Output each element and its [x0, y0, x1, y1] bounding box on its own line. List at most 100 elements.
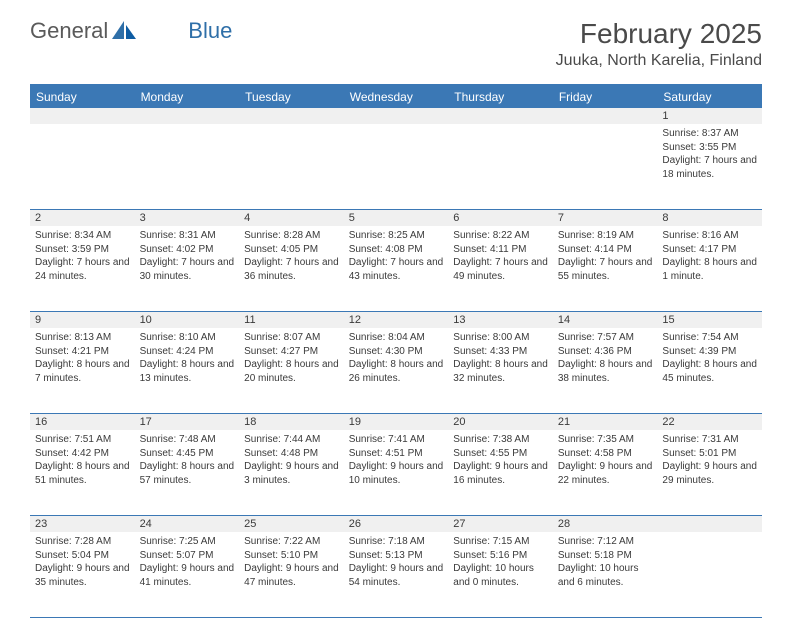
- day-header: Friday: [553, 86, 658, 108]
- day-header: Saturday: [657, 86, 762, 108]
- sunset-line: Sunset: 4:21 PM: [35, 345, 130, 359]
- day-number: 2: [30, 210, 135, 226]
- sunrise-line: Sunrise: 7:12 AM: [558, 535, 653, 549]
- day-number: 22: [657, 414, 762, 430]
- day-number: 26: [344, 516, 449, 532]
- sunrise-line: Sunrise: 8:25 AM: [349, 229, 444, 243]
- day-cell: Sunrise: 8:13 AMSunset: 4:21 PMDaylight:…: [30, 328, 135, 413]
- day-number: 23: [30, 516, 135, 532]
- sunset-line: Sunset: 4:42 PM: [35, 447, 130, 461]
- day-number: 12: [344, 312, 449, 328]
- sunrise-line: Sunrise: 7:15 AM: [453, 535, 548, 549]
- sunset-line: Sunset: 4:27 PM: [244, 345, 339, 359]
- week-row: Sunrise: 8:34 AMSunset: 3:59 PMDaylight:…: [30, 226, 762, 312]
- day-number: [553, 108, 658, 124]
- daylight-line: Daylight: 7 hours and 43 minutes.: [349, 256, 444, 283]
- daylight-line: Daylight: 9 hours and 54 minutes.: [349, 562, 444, 589]
- sunrise-line: Sunrise: 7:57 AM: [558, 331, 653, 345]
- day-cell: Sunrise: 7:41 AMSunset: 4:51 PMDaylight:…: [344, 430, 449, 515]
- daylight-line: Daylight: 8 hours and 1 minute.: [662, 256, 757, 283]
- day-cell: Sunrise: 7:28 AMSunset: 5:04 PMDaylight:…: [30, 532, 135, 617]
- sunrise-line: Sunrise: 8:28 AM: [244, 229, 339, 243]
- sunrise-line: Sunrise: 8:00 AM: [453, 331, 548, 345]
- sunset-line: Sunset: 4:02 PM: [140, 243, 235, 257]
- sunrise-line: Sunrise: 7:38 AM: [453, 433, 548, 447]
- calendar: SundayMondayTuesdayWednesdayThursdayFrid…: [30, 84, 762, 618]
- weeks-container: 1Sunrise: 8:37 AMSunset: 3:55 PMDaylight…: [30, 108, 762, 618]
- daylight-line: Daylight: 9 hours and 35 minutes.: [35, 562, 130, 589]
- sunset-line: Sunset: 4:51 PM: [349, 447, 444, 461]
- daylight-line: Daylight: 8 hours and 45 minutes.: [662, 358, 757, 385]
- day-number: [344, 108, 449, 124]
- day-cell: Sunrise: 7:48 AMSunset: 4:45 PMDaylight:…: [135, 430, 240, 515]
- day-cell: Sunrise: 7:38 AMSunset: 4:55 PMDaylight:…: [448, 430, 553, 515]
- sunset-line: Sunset: 4:39 PM: [662, 345, 757, 359]
- sunrise-line: Sunrise: 7:51 AM: [35, 433, 130, 447]
- day-number: 20: [448, 414, 553, 430]
- day-cell: Sunrise: 8:28 AMSunset: 4:05 PMDaylight:…: [239, 226, 344, 311]
- sunset-line: Sunset: 4:08 PM: [349, 243, 444, 257]
- sunset-line: Sunset: 4:11 PM: [453, 243, 548, 257]
- daylight-line: Daylight: 8 hours and 13 minutes.: [140, 358, 235, 385]
- header: General Blue February 2025 Juuka, North …: [0, 0, 792, 78]
- day-cell: Sunrise: 8:25 AMSunset: 4:08 PMDaylight:…: [344, 226, 449, 311]
- day-header: Sunday: [30, 86, 135, 108]
- daylight-line: Daylight: 7 hours and 55 minutes.: [558, 256, 653, 283]
- day-number: 13: [448, 312, 553, 328]
- day-cell: Sunrise: 7:54 AMSunset: 4:39 PMDaylight:…: [657, 328, 762, 413]
- sunset-line: Sunset: 4:55 PM: [453, 447, 548, 461]
- logo-text-2: Blue: [188, 18, 232, 44]
- day-cell: Sunrise: 7:31 AMSunset: 5:01 PMDaylight:…: [657, 430, 762, 515]
- sunset-line: Sunset: 5:13 PM: [349, 549, 444, 563]
- sunset-line: Sunset: 4:58 PM: [558, 447, 653, 461]
- day-number: 25: [239, 516, 344, 532]
- day-number: 11: [239, 312, 344, 328]
- day-cell: [344, 124, 449, 209]
- daylight-line: Daylight: 8 hours and 32 minutes.: [453, 358, 548, 385]
- sunrise-line: Sunrise: 7:22 AM: [244, 535, 339, 549]
- sunrise-line: Sunrise: 8:19 AM: [558, 229, 653, 243]
- sunset-line: Sunset: 4:48 PM: [244, 447, 339, 461]
- day-number: 16: [30, 414, 135, 430]
- sunset-line: Sunset: 4:14 PM: [558, 243, 653, 257]
- daylight-line: Daylight: 8 hours and 51 minutes.: [35, 460, 130, 487]
- daylight-line: Daylight: 9 hours and 16 minutes.: [453, 460, 548, 487]
- sunrise-line: Sunrise: 8:16 AM: [662, 229, 757, 243]
- daylight-line: Daylight: 8 hours and 26 minutes.: [349, 358, 444, 385]
- day-number: [448, 108, 553, 124]
- day-number: 18: [239, 414, 344, 430]
- daylight-line: Daylight: 8 hours and 7 minutes.: [35, 358, 130, 385]
- day-number: 21: [553, 414, 658, 430]
- day-number: [239, 108, 344, 124]
- day-number: 1: [657, 108, 762, 124]
- daylight-line: Daylight: 9 hours and 41 minutes.: [140, 562, 235, 589]
- day-number-strip: 232425262728: [30, 516, 762, 532]
- day-number-strip: 9101112131415: [30, 312, 762, 328]
- sunrise-line: Sunrise: 8:37 AM: [662, 127, 757, 141]
- sunrise-line: Sunrise: 8:07 AM: [244, 331, 339, 345]
- day-number: 19: [344, 414, 449, 430]
- day-cell: Sunrise: 8:22 AMSunset: 4:11 PMDaylight:…: [448, 226, 553, 311]
- day-number-strip: 16171819202122: [30, 414, 762, 430]
- day-header: Tuesday: [239, 86, 344, 108]
- sunset-line: Sunset: 4:05 PM: [244, 243, 339, 257]
- week-row: Sunrise: 7:51 AMSunset: 4:42 PMDaylight:…: [30, 430, 762, 516]
- sunrise-line: Sunrise: 7:44 AM: [244, 433, 339, 447]
- day-number: 10: [135, 312, 240, 328]
- sunset-line: Sunset: 5:01 PM: [662, 447, 757, 461]
- daylight-line: Daylight: 9 hours and 29 minutes.: [662, 460, 757, 487]
- sunrise-line: Sunrise: 8:04 AM: [349, 331, 444, 345]
- day-number: 4: [239, 210, 344, 226]
- day-cell: Sunrise: 8:19 AMSunset: 4:14 PMDaylight:…: [553, 226, 658, 311]
- day-cell: Sunrise: 7:15 AMSunset: 5:16 PMDaylight:…: [448, 532, 553, 617]
- sunset-line: Sunset: 5:07 PM: [140, 549, 235, 563]
- logo-text-1: General: [30, 18, 108, 44]
- sunset-line: Sunset: 4:33 PM: [453, 345, 548, 359]
- daylight-line: Daylight: 7 hours and 24 minutes.: [35, 256, 130, 283]
- day-number: 28: [553, 516, 658, 532]
- day-number: 8: [657, 210, 762, 226]
- day-cell: Sunrise: 7:12 AMSunset: 5:18 PMDaylight:…: [553, 532, 658, 617]
- sunrise-line: Sunrise: 7:35 AM: [558, 433, 653, 447]
- sunset-line: Sunset: 4:45 PM: [140, 447, 235, 461]
- day-number: 6: [448, 210, 553, 226]
